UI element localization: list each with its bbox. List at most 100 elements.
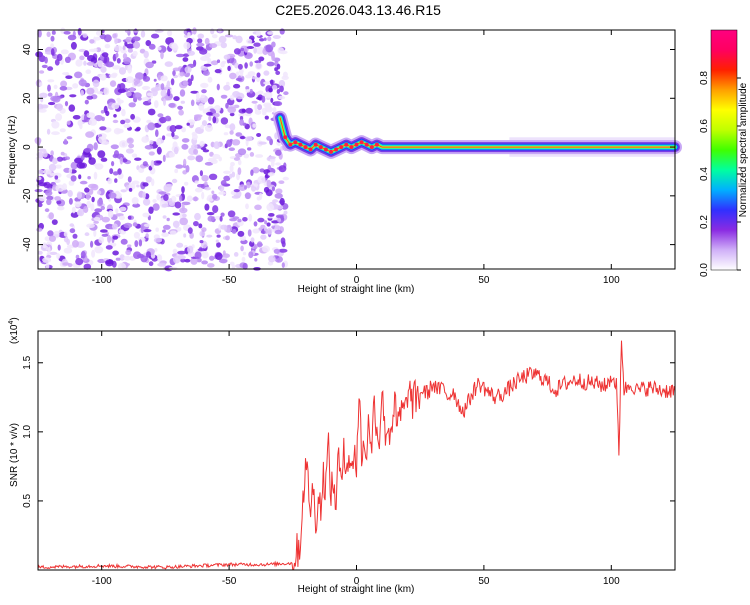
noise-speckle <box>278 95 286 100</box>
noise-speckle <box>90 203 95 211</box>
noise-speckle <box>235 77 243 82</box>
noise-speckle <box>60 151 65 156</box>
noise-speckle <box>94 163 104 170</box>
noise-speckle <box>163 98 166 106</box>
snr-scale-note: (x104) <box>8 317 20 344</box>
noise-speckle <box>56 200 62 205</box>
noise-speckle <box>209 43 218 49</box>
track-hotspot <box>303 145 308 150</box>
noise-speckle <box>211 190 215 195</box>
noise-speckle <box>62 183 67 191</box>
noise-speckle <box>197 183 204 188</box>
noise-speckle <box>207 97 215 105</box>
noise-speckle <box>183 158 187 167</box>
noise-speckle <box>237 218 242 223</box>
noise-speckle <box>162 154 166 162</box>
spectrogram-x-ticks: -100 -50 0 50 100 <box>92 30 620 286</box>
noise-speckle <box>271 41 276 48</box>
noise-speckle <box>232 216 240 220</box>
noise-speckle <box>116 192 122 199</box>
noise-speckle <box>254 103 258 112</box>
noise-speckle <box>215 252 223 260</box>
noise-speckle <box>126 43 135 49</box>
noise-speckle <box>88 157 96 165</box>
noise-speckle <box>51 219 58 226</box>
noise-speckle <box>164 61 173 67</box>
noise-speckle <box>142 75 151 82</box>
noise-speckle <box>79 180 88 185</box>
noise-speckle <box>157 46 162 51</box>
noise-speckle <box>180 258 186 263</box>
scale-note-close: ) <box>9 317 20 320</box>
noise-speckle <box>137 97 142 101</box>
noise-speckle <box>247 147 252 151</box>
noise-speckle <box>172 67 181 72</box>
noise-speckle <box>194 180 199 184</box>
noise-speckle <box>273 248 281 254</box>
noise-speckle <box>187 31 191 38</box>
noise-speckle <box>264 115 269 120</box>
noise-speckle <box>68 104 76 112</box>
noise-speckle <box>112 65 121 70</box>
noise-speckle <box>244 185 247 190</box>
noise-speckle <box>124 118 131 124</box>
noise-speckle <box>227 210 236 218</box>
noise-speckle <box>245 136 253 142</box>
noise-speckle <box>127 244 132 248</box>
noise-speckle <box>187 50 195 56</box>
x-tick-label: 50 <box>478 576 490 587</box>
noise-speckle <box>195 155 204 163</box>
noise-speckle <box>246 181 251 189</box>
noise-speckle <box>118 67 127 75</box>
noise-speckle <box>108 192 117 199</box>
noise-speckle <box>201 250 209 259</box>
noise-speckle <box>229 72 237 80</box>
noise-speckle <box>146 92 153 97</box>
noise-speckle <box>83 263 92 270</box>
snr-y-ticks: 0.5 1.0 1.5 <box>22 355 675 508</box>
noise-speckle <box>280 237 286 245</box>
noise-speckle <box>99 73 107 81</box>
noise-speckle <box>161 232 169 238</box>
noise-speckle <box>224 124 231 129</box>
noise-speckle <box>39 70 45 74</box>
noise-speckle <box>47 230 54 237</box>
noise-region <box>34 27 289 272</box>
noise-speckle <box>96 91 104 95</box>
noise-speckle <box>115 208 119 214</box>
noise-speckle <box>51 131 60 136</box>
noise-speckle <box>182 213 187 218</box>
noise-speckle <box>168 152 175 158</box>
noise-speckle <box>271 186 275 192</box>
noise-speckle <box>47 66 54 71</box>
track-hotspot <box>308 147 313 152</box>
noise-speckle <box>149 140 154 145</box>
noise-speckle <box>199 240 204 244</box>
noise-speckle <box>204 161 214 166</box>
noise-speckle <box>49 235 56 242</box>
noise-speckle <box>127 65 132 74</box>
noise-speckle <box>37 250 43 255</box>
noise-speckle <box>257 241 263 248</box>
noise-speckle <box>275 70 281 75</box>
colorbar-gradient <box>710 29 738 271</box>
noise-speckle <box>86 61 95 66</box>
noise-speckle <box>178 109 184 116</box>
noise-speckle <box>282 71 288 78</box>
noise-speckle <box>43 169 52 175</box>
noise-speckle <box>245 107 253 114</box>
noise-speckle <box>131 197 139 205</box>
noise-speckle <box>72 83 79 89</box>
noise-speckle <box>259 38 265 42</box>
noise-speckle <box>246 46 255 49</box>
noise-speckle <box>237 159 242 166</box>
snr-line <box>37 340 676 571</box>
noise-speckle <box>42 257 52 263</box>
noise-speckle <box>191 144 198 150</box>
noise-speckle <box>130 113 136 120</box>
noise-speckle <box>112 171 119 176</box>
noise-speckle <box>175 53 185 58</box>
noise-speckle <box>218 258 228 264</box>
noise-speckle <box>107 178 113 185</box>
noise-speckle <box>141 136 150 143</box>
